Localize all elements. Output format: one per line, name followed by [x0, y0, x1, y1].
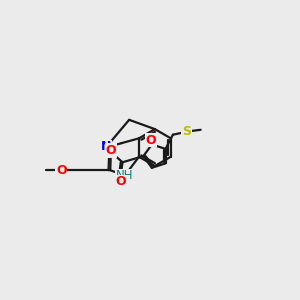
Text: O: O	[145, 134, 156, 146]
Text: NH: NH	[116, 169, 133, 182]
Text: N: N	[100, 140, 111, 153]
Text: O: O	[115, 176, 126, 188]
Text: O: O	[105, 144, 116, 157]
Text: O: O	[56, 164, 67, 177]
Text: S: S	[182, 125, 191, 138]
